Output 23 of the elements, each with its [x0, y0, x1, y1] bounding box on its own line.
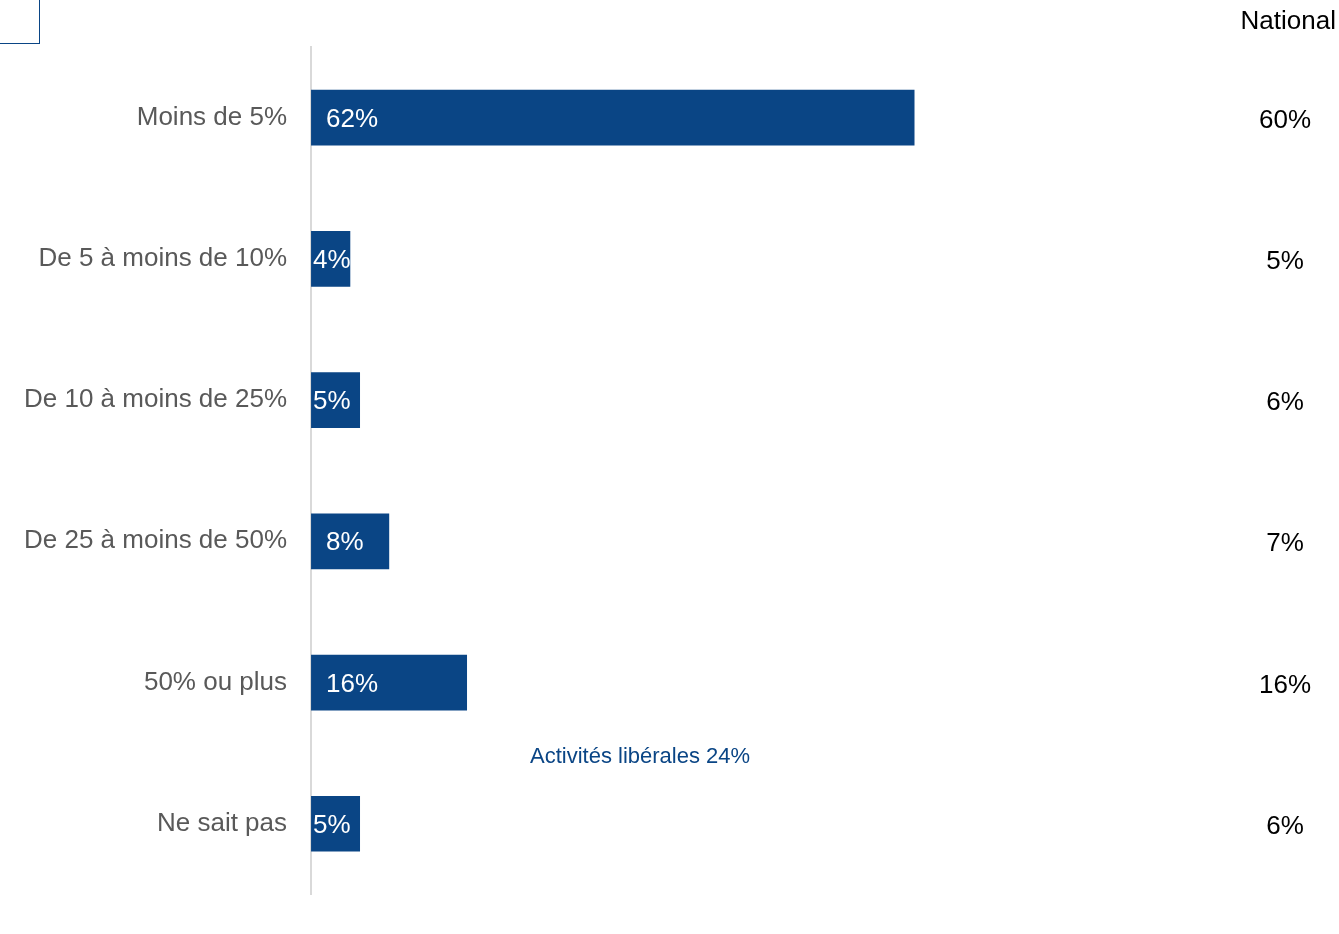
bar [311, 89, 915, 146]
bar [311, 513, 390, 570]
data-label: 4% [313, 244, 351, 275]
data-label: 5% [313, 385, 351, 416]
y-tick-label: De 5 à moins de 10% [38, 242, 288, 273]
bar [311, 654, 468, 711]
text: 60% [1258, 103, 1312, 134]
y-tick-label: Moins de 5% [136, 100, 288, 131]
text: 5% [1266, 245, 1304, 276]
text: 6% [1266, 809, 1304, 840]
text: 16% [1258, 668, 1312, 699]
y-tick-label: 50% ou plus [143, 665, 288, 696]
data-label: 16% [326, 667, 379, 698]
text: National [1240, 5, 1336, 36]
data-label: 5% [313, 808, 351, 839]
y-tick-label: De 25 à moins de 50% [24, 524, 288, 555]
data-label: 62% [326, 102, 379, 133]
annotation: Activités libérales 24% [530, 743, 751, 769]
y-tick-label: Ne sait pas [156, 806, 288, 837]
data-label: 8% [326, 526, 364, 557]
text: 7% [1266, 527, 1304, 558]
text: 6% [1266, 386, 1304, 417]
y-tick-label: De 10 à moins de 25% [24, 383, 288, 414]
